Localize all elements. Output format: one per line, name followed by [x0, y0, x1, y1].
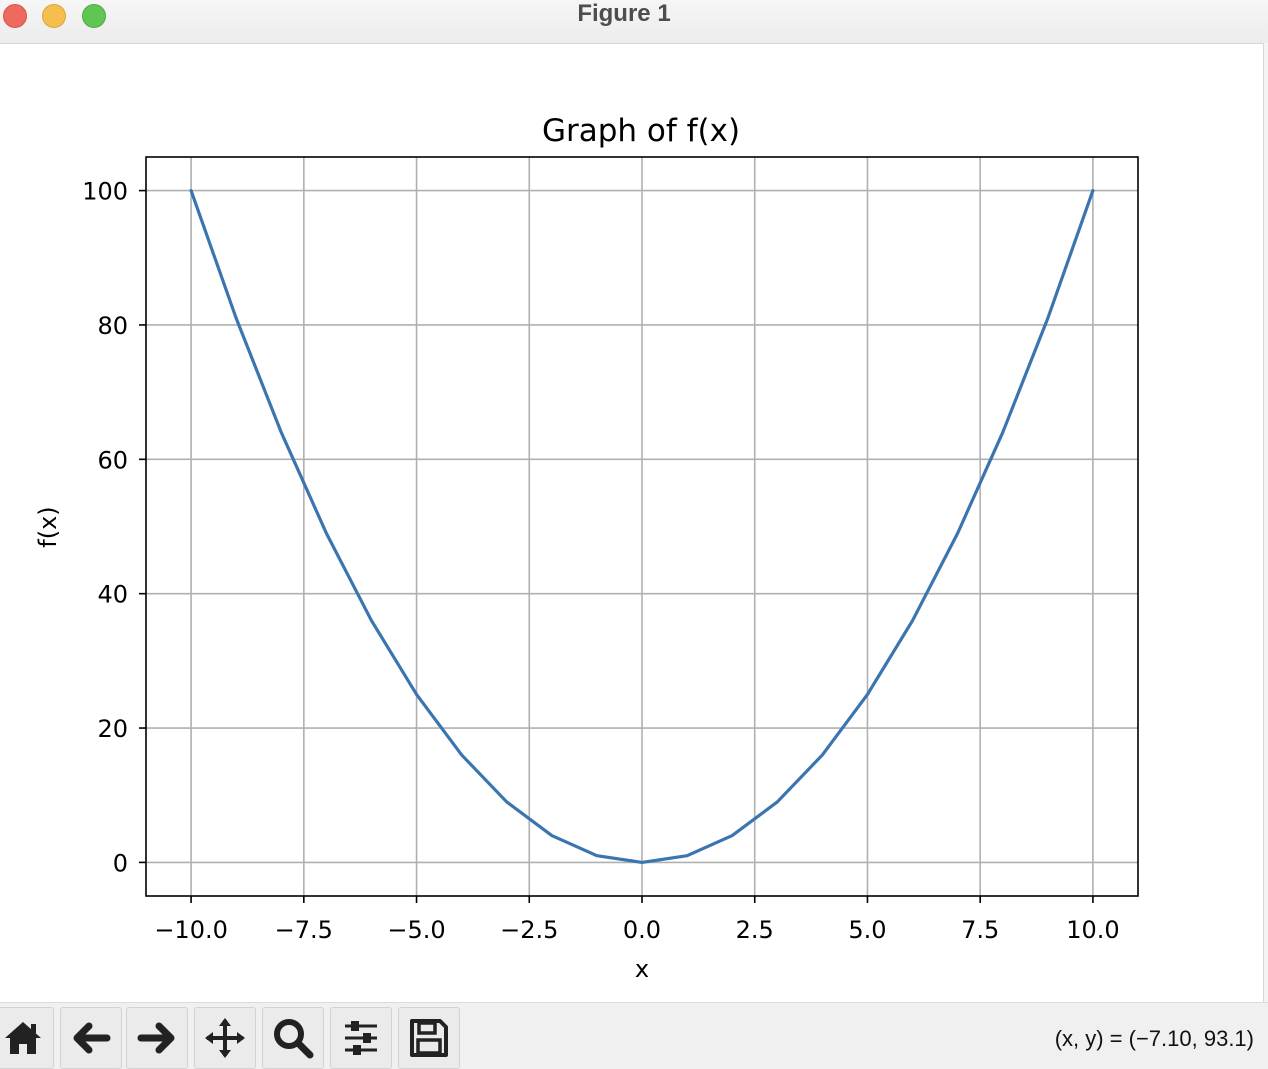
minimize-window-button[interactable]	[42, 4, 66, 28]
home-button[interactable]	[0, 1007, 54, 1069]
x-tick-label: −2.5	[500, 916, 558, 944]
x-axis-label: x	[635, 955, 649, 983]
y-tick-label: 60	[97, 446, 128, 474]
window-edge	[1263, 43, 1268, 1003]
grid-lines	[146, 157, 1138, 896]
y-tick-label: 0	[113, 849, 128, 877]
x-tick-label: −5.0	[387, 916, 445, 944]
home-icon	[5, 1022, 41, 1054]
chart[interactable]: Graph of f(x) −10.0 −7.5 −5.0 −2.5 0.0 2.5 5.0…	[0, 44, 1262, 1002]
navigation-toolbar	[0, 1002, 1268, 1069]
series-line	[189, 188, 1095, 865]
y-tick-label: 40	[97, 581, 128, 609]
forward-button[interactable]	[126, 1007, 188, 1069]
configure-subplots-button[interactable]	[330, 1007, 392, 1069]
zoom-magnifier-icon	[274, 1019, 314, 1059]
zoom-button[interactable]	[262, 1007, 324, 1069]
zoom-window-button[interactable]	[82, 4, 106, 28]
x-tick-label: −7.5	[275, 916, 333, 944]
y-tick-label: 80	[97, 312, 128, 340]
configure-subplots-icon	[345, 1021, 377, 1055]
figure-canvas[interactable]: Graph of f(x) −10.0 −7.5 −5.0 −2.5 0.0 2.5 5.0…	[0, 44, 1262, 1002]
window-title: Figure 1	[577, 0, 671, 27]
window-titlebar: Figure 1	[0, 0, 1268, 44]
x-tick-label: 2.5	[736, 916, 774, 944]
pan-move-icon	[205, 1018, 245, 1058]
axis-ticks: −10.0 −7.5 −5.0 −2.5 0.0 2.5 5.0 7.5 10.0 0 20 40 60…	[82, 178, 1119, 944]
x-tick-label: −10.0	[154, 916, 228, 944]
save-button[interactable]	[398, 1007, 460, 1069]
save-floppy-icon	[410, 1019, 448, 1057]
chart-title: Graph of f(x)	[542, 113, 740, 149]
y-tick-label: 100	[82, 178, 128, 206]
x-tick-label: 5.0	[848, 916, 886, 944]
y-tick-label: 20	[97, 715, 128, 743]
forward-arrow-icon	[137, 1022, 175, 1054]
y-axis-label: f(x)	[34, 506, 62, 547]
x-tick-label: 10.0	[1066, 916, 1119, 944]
cursor-coordinates: (x, y) = (−7.10, 93.1)	[1054, 1026, 1254, 1051]
close-window-button[interactable]	[3, 4, 27, 28]
pan-button[interactable]	[194, 1007, 256, 1069]
x-tick-label: 7.5	[961, 916, 999, 944]
series-layer	[189, 188, 1095, 865]
back-arrow-icon	[73, 1022, 111, 1054]
x-tick-label: 0.0	[623, 916, 661, 944]
back-button[interactable]	[60, 1007, 122, 1069]
